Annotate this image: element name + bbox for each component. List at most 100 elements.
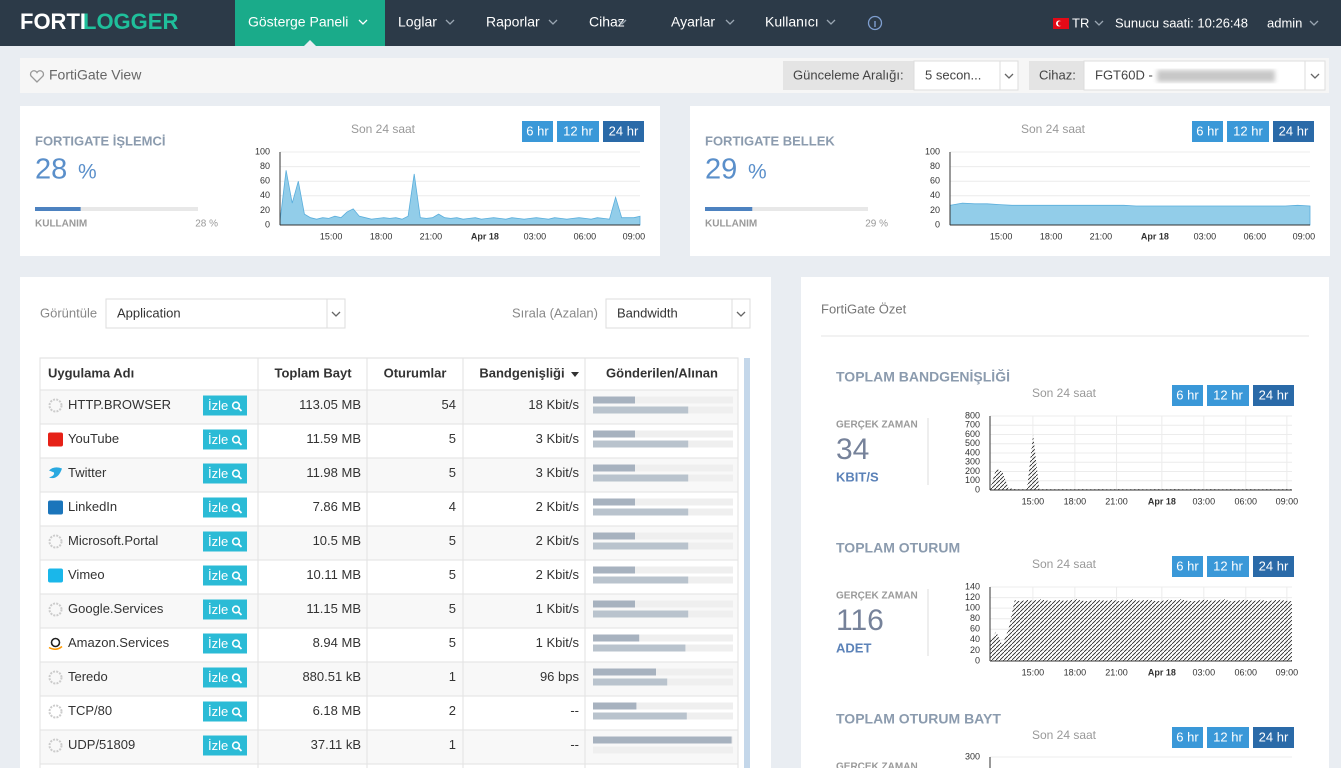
- watch-button-label[interactable]: İzle: [208, 534, 228, 549]
- range-button-label[interactable]: 24 hr: [609, 123, 639, 138]
- range-button[interactable]: [1253, 727, 1294, 748]
- nav-item[interactable]: Cihaz: [589, 14, 625, 30]
- sent-bar: [593, 498, 635, 506]
- select[interactable]: [605, 298, 751, 329]
- range-button[interactable]: [603, 121, 644, 142]
- sessions: 5: [449, 601, 456, 616]
- area: [949, 202, 1311, 226]
- app-icon: [48, 670, 63, 685]
- nav-item[interactable]: Raporlar: [486, 14, 540, 30]
- sessions: 5: [449, 635, 456, 650]
- watch-button[interactable]: [203, 667, 247, 688]
- range-button-label[interactable]: 12 hr: [563, 123, 593, 138]
- range-button-label[interactable]: 6 hr: [1176, 558, 1199, 573]
- watch-button[interactable]: [203, 633, 247, 654]
- column-header[interactable]: Oturumlar: [384, 365, 447, 380]
- watch-button-label[interactable]: İzle: [208, 500, 228, 515]
- range-button[interactable]: [1207, 556, 1249, 577]
- x-tick-label: Apr 18: [1141, 231, 1169, 241]
- y-tick-label: 40: [260, 190, 270, 200]
- x-tick-label: 21:00: [420, 231, 443, 241]
- select[interactable]: [105, 298, 346, 329]
- search-icon: [231, 401, 241, 410]
- range-button-label[interactable]: 6 hr: [1196, 123, 1219, 138]
- watch-button-label[interactable]: İzle: [208, 670, 228, 685]
- range-button[interactable]: [1253, 385, 1294, 406]
- watch-button[interactable]: [203, 463, 247, 484]
- watch-button-label[interactable]: İzle: [208, 466, 228, 481]
- watch-button[interactable]: [203, 701, 247, 722]
- watch-button[interactable]: [203, 599, 247, 620]
- watch-button-label[interactable]: İzle: [208, 738, 228, 753]
- range-button[interactable]: [522, 121, 553, 142]
- received-bar: [593, 678, 668, 686]
- nav-item[interactable]: Ayarlar: [671, 14, 715, 30]
- search-icon: [231, 639, 241, 648]
- x-tick-label: Apr 18: [471, 231, 499, 241]
- range-button-label[interactable]: 24 hr: [1259, 729, 1289, 744]
- chevron: [548, 19, 558, 25]
- watch-button[interactable]: [203, 565, 247, 586]
- scrollbar[interactable]: [744, 358, 750, 768]
- range-button-label[interactable]: 24 hr: [1259, 387, 1289, 402]
- watch-button[interactable]: [203, 429, 247, 450]
- widget-unit: %: [748, 161, 767, 184]
- watch-button-label[interactable]: İzle: [208, 398, 228, 413]
- range-button[interactable]: [1172, 385, 1203, 406]
- y-tick-label: 80: [260, 161, 270, 171]
- range-button-label[interactable]: 6 hr: [526, 123, 549, 138]
- range-button-label[interactable]: 6 hr: [1176, 387, 1199, 402]
- bytes: 37.11 kB: [311, 737, 361, 752]
- info-icon[interactable]: [867, 15, 883, 31]
- range-button[interactable]: [557, 121, 599, 142]
- app-name: LinkedIn: [68, 499, 117, 514]
- nav-item[interactable]: Kullanıcı: [765, 14, 819, 30]
- lang[interactable]: TR: [1072, 15, 1089, 30]
- range-button[interactable]: [1172, 727, 1203, 748]
- realtime-unit: KBIT/S: [836, 469, 879, 484]
- range-button[interactable]: [1253, 556, 1294, 577]
- y-tick-label: 600: [965, 429, 980, 439]
- range-button-label[interactable]: 12 hr: [1213, 387, 1243, 402]
- bytes: 6.18 MB: [313, 703, 361, 718]
- nav-item[interactable]: Loglar: [398, 14, 437, 30]
- search-icon: [237, 543, 243, 548]
- bytes: 880.51 kB: [302, 669, 361, 684]
- select[interactable]: [913, 60, 1019, 91]
- widget-value: 28: [35, 154, 67, 186]
- usage-label: KULLANIM: [35, 219, 87, 230]
- range-button[interactable]: [1207, 385, 1249, 406]
- bytes: 7.86 MB: [313, 499, 361, 514]
- watch-button-label[interactable]: İzle: [208, 568, 228, 583]
- watch-button-label[interactable]: İzle: [208, 704, 228, 719]
- range-button-label[interactable]: 12 hr: [1213, 729, 1243, 744]
- range-button-label[interactable]: 6 hr: [1176, 729, 1199, 744]
- x-tick-label: 06:00: [1244, 231, 1267, 241]
- user[interactable]: admin: [1267, 15, 1302, 30]
- sent-bar: [593, 566, 635, 574]
- watch-button[interactable]: [203, 531, 247, 552]
- column-header[interactable]: Bandgenişliği: [479, 365, 564, 380]
- range-button-label[interactable]: 24 hr: [1279, 123, 1309, 138]
- range-button-label[interactable]: 24 hr: [1259, 558, 1289, 573]
- range-button[interactable]: [1227, 121, 1269, 142]
- watch-button[interactable]: [203, 735, 247, 756]
- watch-button-label[interactable]: İzle: [208, 636, 228, 651]
- range-button-label[interactable]: 12 hr: [1213, 558, 1243, 573]
- search-icon: [237, 679, 243, 684]
- range-button[interactable]: [1192, 121, 1223, 142]
- sent-bar: [593, 396, 635, 404]
- bandwidth: 2 Kbit/s: [536, 499, 580, 514]
- watch-button[interactable]: [203, 395, 247, 416]
- range-button-label[interactable]: 12 hr: [1233, 123, 1263, 138]
- range-button[interactable]: [1207, 727, 1249, 748]
- watch-button[interactable]: [203, 497, 247, 518]
- column-header[interactable]: Toplam Bayt: [274, 365, 352, 380]
- nav-item[interactable]: Gösterge Paneli: [248, 14, 348, 30]
- watch-button-label[interactable]: İzle: [208, 602, 228, 617]
- watch-button-label[interactable]: İzle: [208, 432, 228, 447]
- range-button[interactable]: [1273, 121, 1314, 142]
- range-button[interactable]: [1172, 556, 1203, 577]
- y-tick-label: 500: [965, 438, 980, 448]
- bytes: 10.5 MB: [313, 533, 361, 548]
